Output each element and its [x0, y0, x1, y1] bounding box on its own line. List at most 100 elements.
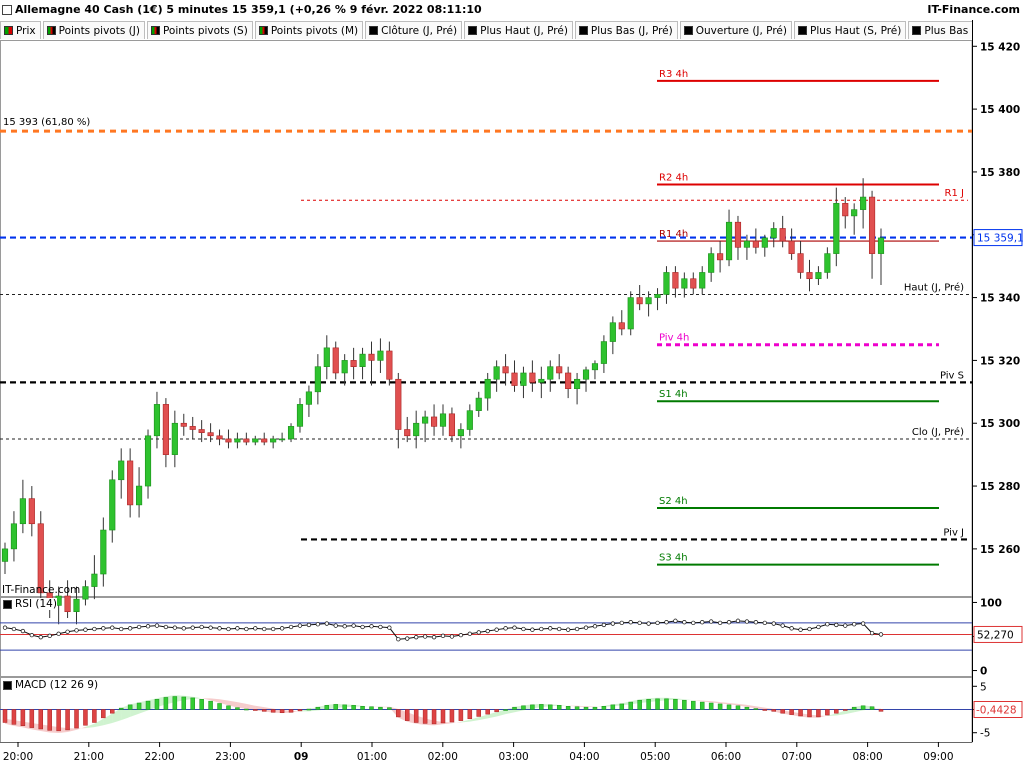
candle-body	[860, 196, 867, 210]
level-label: Haut (J, Pré)	[904, 281, 964, 293]
rsi-point	[369, 624, 374, 629]
candle-body	[350, 360, 357, 367]
macd-histogram-bar	[467, 709, 473, 720]
rsi-point	[101, 626, 106, 631]
macd-cloud	[746, 704, 756, 709]
rsi-point	[297, 623, 303, 628]
candle-body	[761, 237, 768, 248]
rsi-point	[342, 624, 347, 629]
macd-histogram-bar	[342, 704, 347, 710]
candle-body	[484, 378, 491, 399]
macd-histogram-bar	[226, 705, 231, 710]
rsi-y-tick-label: 100	[980, 597, 1002, 609]
black-square-icon	[912, 26, 922, 35]
macd-histogram-bar	[270, 709, 276, 713]
macd-cloud	[836, 710, 846, 716]
candle-body	[529, 372, 536, 383]
macd-histogram-bar	[521, 705, 526, 710]
rsi-point	[807, 626, 812, 632]
macd-y-tick-label: 5	[980, 681, 987, 693]
macd-histogram-bar	[181, 696, 187, 710]
macd-histogram-bar	[413, 709, 419, 723]
rsi-point	[834, 622, 839, 628]
candle-body	[82, 586, 89, 600]
rsi-point	[279, 626, 285, 631]
macd-histogram-bar	[691, 700, 696, 710]
rsi-point	[271, 626, 276, 632]
candle-body	[430, 416, 438, 427]
rsi-point	[646, 621, 651, 626]
rsi-point	[431, 635, 437, 640]
legend-item-2[interactable]: Points pivots (S)	[146, 21, 253, 39]
y-tick-label: 15 400	[980, 104, 1020, 116]
candle-body	[261, 438, 268, 443]
macd-histogram-bar	[556, 705, 562, 710]
black-square-icon	[468, 26, 478, 35]
candle-body	[287, 426, 295, 440]
candle-body	[189, 426, 196, 430]
rsi-panel-label: RSI (14)	[3, 598, 57, 610]
x-tick-label: 07:00	[782, 751, 812, 763]
macd-histogram-bar	[601, 706, 607, 710]
candle-body	[225, 438, 232, 443]
macd-histogram-bar	[449, 709, 455, 723]
rsi-point	[181, 626, 186, 631]
macd-histogram-bar	[127, 704, 133, 710]
candle-body	[448, 413, 456, 437]
macd-panel-label: MACD (12 26 9)	[3, 679, 99, 691]
x-tick-label: 03:00	[498, 751, 528, 763]
legend-label: Clôture (J, Pré)	[381, 24, 458, 37]
macd-histogram-bar	[753, 708, 759, 710]
legend-item-9[interactable]: Plus Bas (S, Pré)	[908, 21, 972, 39]
candle-body	[672, 272, 679, 289]
rsi-point	[226, 626, 231, 632]
rsi-point	[262, 626, 267, 632]
macd-histogram-bar	[360, 706, 365, 710]
x-tick-label: 04:00	[569, 751, 599, 763]
legend-item-1[interactable]: Points pivots (J)	[42, 21, 145, 39]
macd-cloud	[201, 698, 211, 701]
x-tick-label: 01:00	[357, 751, 387, 763]
macd-histogram-bar	[145, 700, 151, 710]
rsi-point	[771, 621, 776, 626]
macd-histogram-bar	[699, 701, 705, 710]
legend-item-4[interactable]: Clôture (J, Pré)	[365, 21, 463, 39]
macd-histogram-bar	[74, 709, 79, 729]
rsi-point	[56, 631, 61, 636]
macd-histogram-bar	[306, 708, 312, 711]
rsi-point	[83, 627, 88, 632]
macd-histogram-bar	[592, 706, 598, 710]
macd-cloud	[469, 717, 479, 722]
macd-histogram-bar	[297, 709, 303, 712]
macd-histogram-bar	[744, 706, 750, 710]
legend-item-6[interactable]: Plus Bas (J, Pré)	[574, 21, 678, 39]
legend-item-7[interactable]: Ouverture (J, Pré)	[679, 21, 792, 39]
legend-item-5[interactable]: Plus Haut (J, Pré)	[464, 21, 573, 39]
candle-body	[359, 353, 366, 367]
candle-body	[770, 228, 777, 239]
rsi-point	[378, 624, 383, 630]
rsi-point	[217, 626, 222, 631]
rsi-point	[673, 618, 678, 623]
macd-histogram-bar	[664, 698, 669, 710]
legend-item-0[interactable]: Prix	[0, 21, 41, 39]
macd-histogram-bar	[869, 706, 875, 710]
rsi-point	[682, 620, 687, 625]
macd-histogram-bar	[253, 709, 258, 711]
candle-body	[466, 410, 473, 430]
legend-item-8[interactable]: Plus Haut (S, Pré)	[793, 21, 907, 39]
candle-body	[279, 438, 286, 441]
rsi-point	[637, 620, 642, 626]
x-tick-label: 02:00	[428, 751, 458, 763]
level-label: Piv 4h	[659, 333, 689, 344]
candle-body	[681, 278, 688, 289]
legend-item-3[interactable]: Points pivots (M)	[254, 21, 364, 39]
macd-cloud	[737, 703, 747, 707]
x-tick-label: 22:00	[144, 751, 174, 763]
candle-body	[323, 347, 330, 367]
macd-histogram-bar	[38, 709, 44, 730]
candle-body	[520, 372, 527, 386]
macd-cloud	[478, 714, 488, 721]
candle-body	[144, 435, 152, 487]
